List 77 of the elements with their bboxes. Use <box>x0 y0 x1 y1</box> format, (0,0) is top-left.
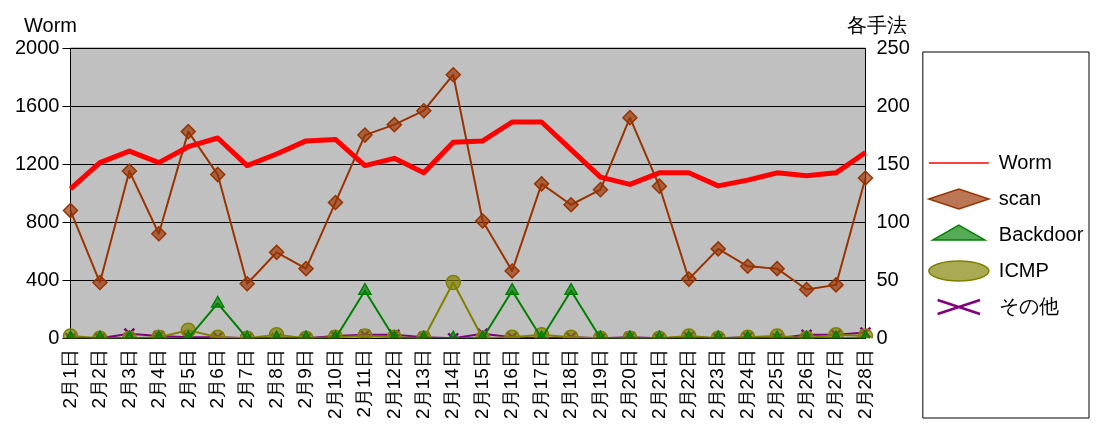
point <box>416 102 432 119</box>
point <box>151 226 167 242</box>
x-tick-label: 2月3日 <box>117 349 139 409</box>
point <box>739 258 756 275</box>
point <box>210 295 225 308</box>
point <box>358 282 372 295</box>
y2-tick-label: 200 <box>876 93 910 116</box>
point <box>327 194 344 211</box>
point <box>209 166 226 183</box>
point <box>505 282 519 295</box>
point <box>622 109 638 126</box>
point <box>681 271 697 287</box>
x-tick-label: 2月28日 <box>853 349 875 419</box>
point <box>474 213 491 229</box>
legend-label: Worm <box>998 150 1052 173</box>
y2-tick-label: 0 <box>876 325 888 348</box>
legend-label: scan <box>998 186 1042 209</box>
y-tick-label: 2000 <box>14 35 60 58</box>
x-tick-label: 2月24日 <box>735 349 757 419</box>
point <box>62 202 79 219</box>
y2-axis-title: 各手法 <box>847 13 908 36</box>
y-tick-label: 400 <box>26 267 60 290</box>
point <box>298 260 314 277</box>
point <box>268 244 285 261</box>
x-tick-label: 2月8日 <box>264 349 286 409</box>
x-tick-label: 2月5日 <box>176 349 198 409</box>
point <box>857 170 874 186</box>
x-tick-label: 2月1日 <box>58 349 80 409</box>
point <box>121 163 138 179</box>
point <box>651 178 668 194</box>
legend-label: ICMP <box>998 258 1049 281</box>
x-tick-label: 2月16日 <box>500 349 522 419</box>
x-tick-label: 2月18日 <box>559 349 581 419</box>
x-tick-label: 2月19日 <box>588 349 610 419</box>
x-tick-label: 2月12日 <box>382 349 404 419</box>
point <box>92 274 108 291</box>
y2-tick-label: 100 <box>876 209 910 232</box>
legend-label: その他 <box>998 294 1059 317</box>
x-tick-label: 2月7日 <box>235 349 257 409</box>
x-tick-label: 2月22日 <box>677 349 699 419</box>
y2-tick-label: 250 <box>876 35 910 58</box>
x-tick-label: 2月2日 <box>88 349 110 409</box>
x-tick-label: 2月25日 <box>765 349 787 419</box>
point <box>769 260 785 277</box>
x-tick-label: 2月14日 <box>441 349 463 419</box>
x-tick-label: 2月4日 <box>147 349 169 409</box>
y-tick-label: 800 <box>26 209 60 232</box>
x-tick-label: 2月9日 <box>294 349 316 409</box>
x-tick-label: 2月11日 <box>353 349 375 418</box>
y-axis-title: Worm <box>24 13 77 36</box>
x-tick-label: 2月26日 <box>794 349 816 419</box>
x-tick-label: 2月15日 <box>470 349 492 419</box>
x-tick-label: 2月20日 <box>618 349 640 419</box>
point <box>504 263 520 279</box>
x-tick-label: 2月10日 <box>323 349 345 419</box>
y2-tick-label: 150 <box>876 151 910 174</box>
point <box>533 176 550 192</box>
legend-label: Backdoor <box>998 222 1084 245</box>
point <box>357 127 373 143</box>
point <box>180 123 197 140</box>
y2-tick-label: 50 <box>876 267 899 290</box>
point <box>592 181 609 198</box>
point <box>239 275 255 292</box>
x-tick-label: 2月17日 <box>529 349 551 419</box>
point <box>386 116 403 133</box>
point <box>445 274 462 291</box>
point <box>563 197 579 213</box>
point <box>564 282 578 295</box>
y-tick-label: 1200 <box>14 151 60 174</box>
y-tick-label: 1600 <box>14 93 60 116</box>
y-tick-label: 0 <box>48 325 60 348</box>
x-tick-label: 2月27日 <box>824 349 846 419</box>
point <box>710 241 726 257</box>
x-tick-label: 2月6日 <box>205 349 227 409</box>
x-tick-label: 2月13日 <box>412 349 434 419</box>
x-tick-label: 2月23日 <box>706 349 728 419</box>
x-tick-label: 2月21日 <box>647 349 669 419</box>
